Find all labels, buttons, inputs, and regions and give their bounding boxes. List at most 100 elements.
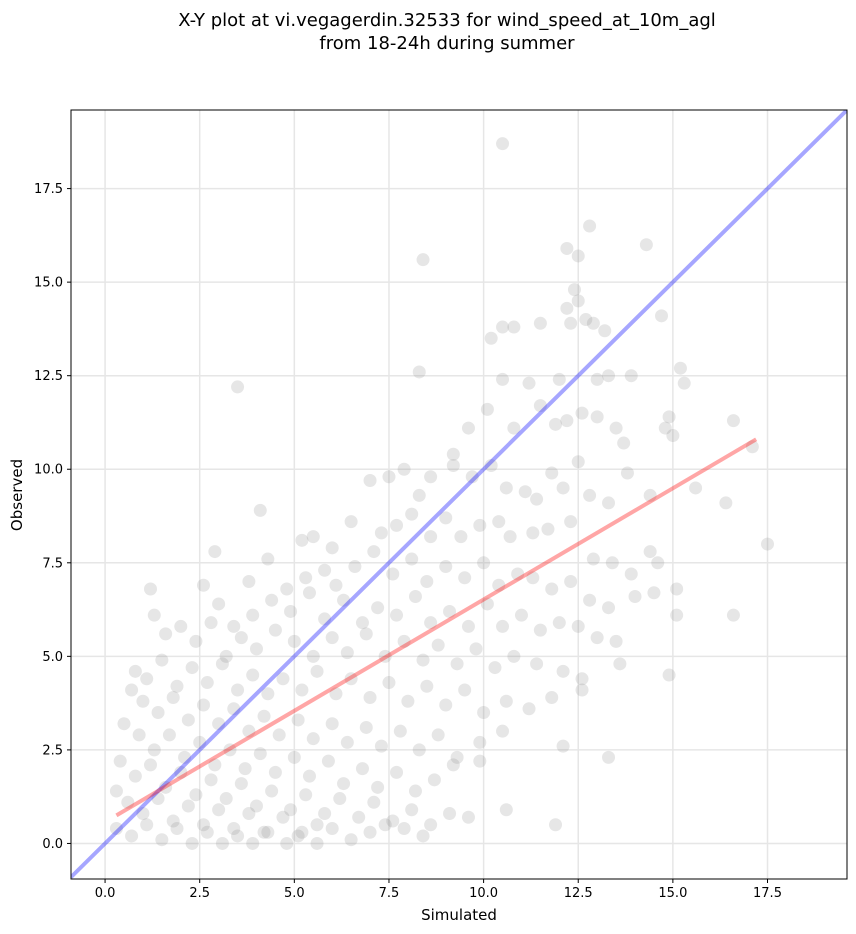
x-tick-label-7: 17.5 bbox=[753, 886, 782, 901]
data-point-184 bbox=[420, 679, 434, 693]
data-point-141 bbox=[174, 619, 188, 633]
data-point-133 bbox=[514, 608, 528, 622]
y-tick-label-0: 0.0 bbox=[42, 837, 63, 852]
data-point-248 bbox=[249, 799, 263, 813]
data-point-211 bbox=[431, 728, 445, 742]
data-point-271 bbox=[227, 821, 241, 835]
data-point-289 bbox=[200, 825, 214, 839]
data-point-170 bbox=[185, 661, 199, 675]
data-point-189 bbox=[522, 702, 536, 716]
data-point-43 bbox=[745, 440, 759, 454]
data-point-153 bbox=[378, 649, 392, 663]
data-point-134 bbox=[533, 623, 547, 637]
data-point-228 bbox=[287, 750, 301, 764]
data-point-37 bbox=[609, 421, 623, 435]
data-point-30 bbox=[480, 402, 494, 416]
data-point-182 bbox=[382, 676, 396, 690]
data-point-194 bbox=[151, 705, 165, 719]
data-point-5 bbox=[571, 249, 585, 263]
data-point-274 bbox=[276, 810, 290, 824]
data-point-142 bbox=[189, 634, 203, 648]
data-point-197 bbox=[196, 698, 210, 712]
data-point-242 bbox=[159, 780, 173, 794]
data-point-91 bbox=[242, 575, 256, 589]
data-point-204 bbox=[306, 732, 320, 746]
data-point-82 bbox=[586, 552, 600, 566]
data-point-55 bbox=[556, 481, 570, 495]
x-tick-label-1: 2.5 bbox=[189, 886, 210, 901]
data-point-56 bbox=[571, 455, 585, 469]
data-point-246 bbox=[219, 792, 233, 806]
data-point-161 bbox=[530, 657, 544, 671]
data-point-243 bbox=[174, 765, 188, 779]
data-point-180 bbox=[344, 672, 358, 686]
data-point-108 bbox=[545, 582, 559, 596]
data-point-19 bbox=[412, 365, 426, 379]
x-axis-label: Simulated bbox=[421, 906, 497, 924]
data-point-207 bbox=[359, 720, 373, 734]
data-point-65 bbox=[295, 533, 309, 547]
data-point-262 bbox=[549, 818, 563, 832]
data-point-283 bbox=[109, 821, 123, 835]
data-point-132 bbox=[496, 619, 510, 633]
data-point-25 bbox=[624, 369, 638, 383]
data-point-63 bbox=[761, 537, 775, 551]
x-tick-label-6: 15.0 bbox=[658, 886, 687, 901]
data-point-27 bbox=[677, 376, 691, 390]
data-point-255 bbox=[367, 795, 381, 809]
data-point-26 bbox=[673, 361, 687, 375]
data-point-284 bbox=[125, 829, 139, 843]
data-point-157 bbox=[450, 657, 464, 671]
data-point-251 bbox=[299, 788, 313, 802]
data-point-222 bbox=[193, 735, 207, 749]
data-point-216 bbox=[602, 750, 616, 764]
data-point-48 bbox=[446, 458, 460, 472]
data-point-258 bbox=[424, 818, 438, 832]
grid-lines bbox=[71, 110, 847, 879]
data-point-154 bbox=[397, 634, 411, 648]
data-point-188 bbox=[499, 694, 513, 708]
data-point-229 bbox=[302, 769, 316, 783]
data-point-175 bbox=[261, 687, 275, 701]
data-point-149 bbox=[306, 649, 320, 663]
data-point-106 bbox=[511, 567, 525, 581]
data-point-236 bbox=[427, 773, 441, 787]
regression-fit-line bbox=[115, 437, 758, 818]
data-point-10 bbox=[533, 316, 547, 330]
y-tick-label-6: 15.0 bbox=[34, 276, 63, 291]
data-point-202 bbox=[272, 728, 286, 742]
data-point-29 bbox=[461, 421, 475, 435]
data-point-223 bbox=[208, 758, 222, 772]
data-point-266 bbox=[151, 792, 165, 806]
data-point-152 bbox=[359, 627, 373, 641]
data-point-221 bbox=[178, 750, 192, 764]
data-point-102 bbox=[439, 560, 453, 574]
data-point-257 bbox=[405, 803, 419, 817]
data-point-288 bbox=[185, 836, 199, 850]
data-point-11 bbox=[560, 301, 574, 315]
data-point-164 bbox=[613, 657, 627, 671]
data-point-192 bbox=[125, 683, 139, 697]
data-point-71 bbox=[390, 518, 404, 532]
data-point-51 bbox=[499, 481, 513, 495]
data-point-196 bbox=[181, 713, 195, 727]
data-point-191 bbox=[575, 683, 589, 697]
data-point-193 bbox=[136, 694, 150, 708]
data-point-181 bbox=[363, 691, 377, 705]
data-point-96 bbox=[329, 578, 343, 592]
data-point-287 bbox=[170, 821, 184, 835]
data-point-218 bbox=[132, 728, 146, 742]
data-point-183 bbox=[401, 694, 415, 708]
y-tick-label-4: 10.0 bbox=[34, 463, 63, 478]
data-point-140 bbox=[159, 627, 173, 641]
data-point-31 bbox=[507, 421, 521, 435]
data-point-60 bbox=[643, 488, 657, 502]
data-point-52 bbox=[518, 485, 532, 499]
data-point-41 bbox=[658, 421, 672, 435]
data-point-203 bbox=[291, 713, 305, 727]
y-tick-label-5: 12.5 bbox=[34, 369, 63, 384]
data-point-241 bbox=[143, 758, 157, 772]
data-point-224 bbox=[223, 743, 237, 757]
data-point-69 bbox=[363, 473, 377, 487]
